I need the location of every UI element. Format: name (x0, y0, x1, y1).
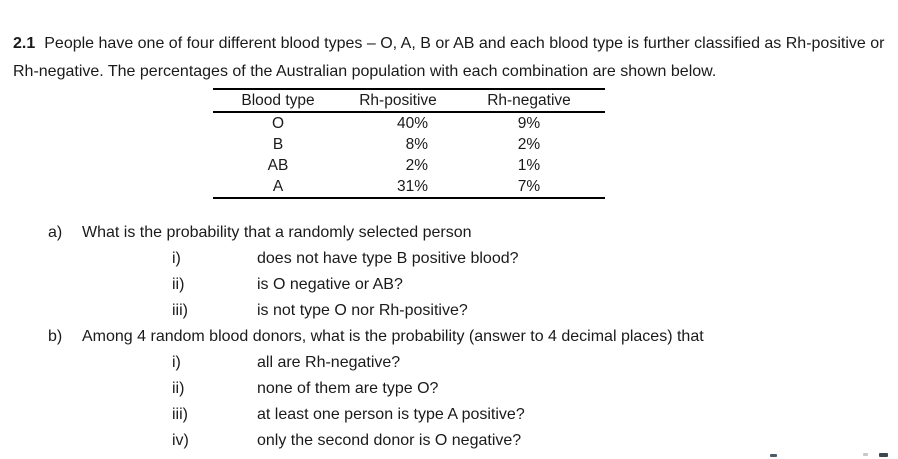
question-a-marker: a) (48, 224, 63, 241)
question-a-sub-iii-text: is not type O nor Rh-positive? (257, 302, 468, 319)
cell-rh-negative: 7% (517, 177, 541, 195)
question-b-sub-iii-text: at least one person is type A positive? (257, 406, 525, 423)
question-b-sub-i-marker: i) (172, 354, 181, 371)
column-header-rh-positive: Rh-positive (343, 89, 453, 113)
column-header-blood-type: Blood type (213, 89, 343, 113)
table-row: B 8% 2% (213, 134, 605, 155)
cell-blood-type: A (272, 177, 284, 195)
question-b-sub-iv-text: only the second donor is O negative? (257, 432, 522, 449)
question-a-text: What is the probability that a randomly … (82, 224, 472, 241)
question-b-text: Among 4 random blood donors, what is the… (82, 328, 704, 345)
question-a-sub-i: i) does not have type B positive blood? (0, 246, 898, 272)
question-a-sub-i-text: does not have type B positive blood? (257, 250, 519, 267)
table-row: O 40% 9% (213, 112, 605, 134)
cell-rh-positive: 31% (396, 177, 428, 195)
questions-list: a) What is the probability that a randoml… (0, 220, 898, 454)
cell-rh-positive: 8% (405, 135, 428, 153)
table-row: A 31% 7% (213, 176, 605, 198)
question-b-sub-i-text: all are Rh-negative? (257, 354, 401, 371)
question-a-sub-ii: ii) is O negative or AB? (0, 272, 898, 298)
question-b-sub-i: i) all are Rh-negative? (0, 350, 898, 376)
question-b-marker: b) (48, 328, 63, 345)
cell-blood-type: O (271, 114, 285, 132)
cutoff-text-fragment (879, 453, 888, 457)
exercise-intro-text: People have one of four different blood … (13, 35, 885, 80)
question-b-sub-iv: iv) only the second donor is O negative? (0, 428, 898, 454)
exercise-intro: 2.1 People have one of four different blo… (13, 30, 891, 86)
question-a-sub-ii-text: is O negative or AB? (257, 276, 403, 293)
cell-rh-negative: 1% (517, 156, 541, 174)
question-a-sub-i-marker: i) (172, 250, 181, 267)
cell-blood-type: B (272, 135, 284, 153)
cell-rh-negative: 9% (517, 114, 541, 132)
question-b-sub-ii: ii) none of them are type O? (0, 376, 898, 402)
question-b-sub-ii-marker: ii) (172, 380, 185, 397)
blood-type-table: Blood type Rh-positive Rh-negative O 40%… (213, 88, 605, 199)
table-row: AB 2% 1% (213, 155, 605, 176)
question-a-sub-ii-marker: ii) (172, 276, 185, 293)
cell-rh-negative: 2% (517, 135, 541, 153)
cutoff-text-fragment (863, 453, 868, 456)
exercise-number: 2.1 (13, 35, 36, 52)
cell-rh-positive: 40% (396, 114, 428, 132)
question-a-sub-iii: iii) is not type O nor Rh-positive? (0, 298, 898, 324)
question-b-sub-iv-marker: iv) (172, 432, 189, 449)
question-b: b) Among 4 random blood donors, what is t… (0, 324, 898, 350)
column-header-rh-negative: Rh-negative (453, 89, 605, 113)
question-b-sub-ii-text: none of them are type O? (257, 380, 439, 397)
cell-blood-type: AB (267, 156, 289, 174)
question-a: a) What is the probability that a randoml… (0, 220, 898, 246)
table-header-row: Blood type Rh-positive Rh-negative (213, 89, 605, 113)
question-b-sub-iii-marker: iii) (172, 406, 188, 423)
question-a-sub-iii-marker: iii) (172, 302, 188, 319)
question-b-sub-iii: iii) at least one person is type A positi… (0, 402, 898, 428)
cell-rh-positive: 2% (405, 156, 428, 174)
cutoff-text-fragment (770, 454, 777, 457)
